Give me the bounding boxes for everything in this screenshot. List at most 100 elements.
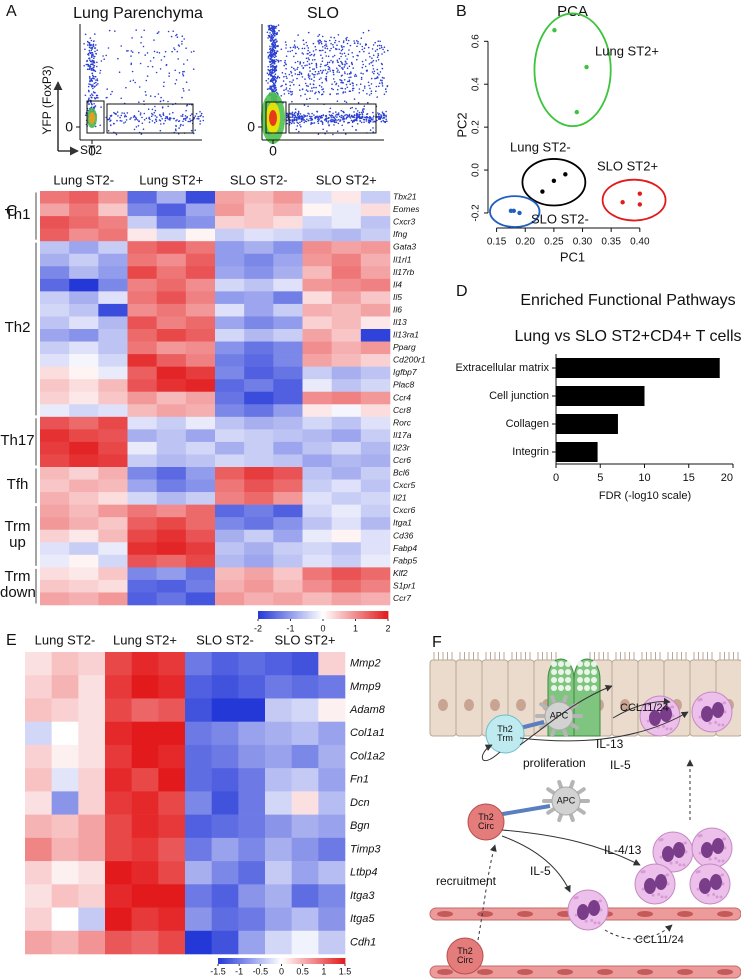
- event-dot: [271, 50, 274, 53]
- category-label: Extracellular matrix: [455, 362, 549, 374]
- row-group-label: Th1: [4, 206, 31, 224]
- heatmap-cell: [25, 930, 52, 955]
- heatmap-cell: [158, 907, 186, 932]
- event-dot: [269, 85, 272, 87]
- gene-label: Il17rb: [393, 267, 415, 277]
- event-dot: [369, 56, 371, 58]
- heatmap-cell: [291, 744, 319, 769]
- event-dot: [351, 62, 353, 65]
- event-dot: [148, 121, 151, 123]
- heatmap-cell: [265, 744, 292, 769]
- event-dot: [385, 118, 388, 121]
- event-dot: [286, 112, 288, 115]
- event-dot: [324, 40, 326, 42]
- heatmap-cell: [331, 266, 362, 280]
- event-dot: [94, 33, 96, 35]
- granule: [591, 677, 597, 683]
- event-dot: [158, 52, 161, 54]
- event-dot: [99, 72, 101, 74]
- event-dot: [300, 118, 303, 121]
- event-dot: [105, 54, 107, 57]
- event-dot: [109, 124, 112, 127]
- heatmap-cell: [69, 253, 99, 267]
- event-dot: [87, 98, 90, 101]
- colorbar-tick-label: 2: [385, 623, 390, 633]
- nucleus: [637, 969, 653, 975]
- colorbar-segment: [237, 958, 240, 964]
- event-dot: [152, 113, 154, 116]
- granule: [698, 851, 702, 855]
- heatmap-cell: [98, 479, 128, 493]
- heatmap-cell: [51, 930, 79, 955]
- event-dot: [338, 57, 341, 60]
- event-dot: [362, 111, 365, 113]
- heatmap-cell: [156, 379, 187, 393]
- event-dot: [362, 31, 365, 34]
- event-dot: [290, 122, 293, 125]
- event-dot: [353, 40, 355, 42]
- event-dot: [268, 35, 271, 38]
- colorbar-segment: [364, 611, 367, 619]
- gene-label: Tbx21: [393, 192, 417, 202]
- event-dot: [357, 102, 360, 104]
- event-dot: [178, 127, 180, 129]
- event-dot: [90, 96, 92, 98]
- event-dot: [358, 111, 361, 114]
- colorbar-segment: [314, 611, 317, 619]
- tcr-link: [519, 720, 545, 730]
- event-dot: [346, 73, 349, 75]
- event-dot: [363, 121, 365, 123]
- event-dot: [344, 133, 347, 135]
- gene-label: Timp3: [350, 843, 381, 855]
- heatmap-cell: [69, 391, 99, 405]
- event-dot: [359, 43, 362, 45]
- heatmap-cell: [127, 241, 157, 255]
- event-dot: [90, 39, 93, 42]
- event-dot: [127, 50, 129, 52]
- colorbar-segment: [239, 958, 242, 964]
- event-dot: [352, 87, 354, 90]
- heatmap-cell: [131, 652, 159, 676]
- arrow: [612, 697, 671, 719]
- heatmap-cell: [302, 492, 332, 505]
- colorbar-segment: [299, 611, 302, 619]
- heatmap-cell: [51, 744, 79, 769]
- event-dot: [372, 59, 375, 62]
- colorbar-segment: [247, 958, 251, 964]
- heatmap-cell: [105, 652, 132, 676]
- heatmap-cell: [185, 652, 212, 676]
- event-dot: [353, 111, 355, 113]
- event-dot: [342, 129, 345, 131]
- event-dot: [351, 125, 354, 128]
- heatmap-cell: [244, 441, 274, 455]
- heatmap-cell: [78, 837, 106, 862]
- heatmap-cell: [244, 454, 274, 468]
- heatmap-cell: [215, 253, 245, 267]
- event-dot: [351, 115, 353, 118]
- heatmap-cell: [211, 744, 239, 769]
- gate: [265, 101, 287, 134]
- heatmap-cell: [69, 554, 99, 568]
- event-dot: [318, 72, 320, 75]
- colorbar-segment: [344, 611, 348, 619]
- event-dot: [114, 30, 116, 32]
- event-dot: [269, 39, 272, 41]
- event-dot: [375, 60, 378, 62]
- heatmap-cell: [127, 492, 157, 505]
- heatmap-cell: [273, 253, 303, 267]
- heatmap-cell: [215, 266, 245, 280]
- event-dot: [91, 48, 93, 50]
- event-dot: [350, 72, 352, 74]
- event-dot: [320, 114, 323, 117]
- heatmap-cell: [156, 391, 187, 405]
- colorbar-segment: [321, 958, 325, 964]
- event-dot: [362, 108, 365, 110]
- event-dot: [372, 117, 374, 119]
- event-dot: [86, 59, 88, 62]
- heatmap-cell: [244, 329, 274, 342]
- heatmap-cell: [185, 592, 216, 606]
- event-dot: [113, 122, 115, 125]
- event-dot: [88, 65, 90, 67]
- event-dot: [125, 86, 127, 89]
- heatmap-cell: [273, 216, 303, 229]
